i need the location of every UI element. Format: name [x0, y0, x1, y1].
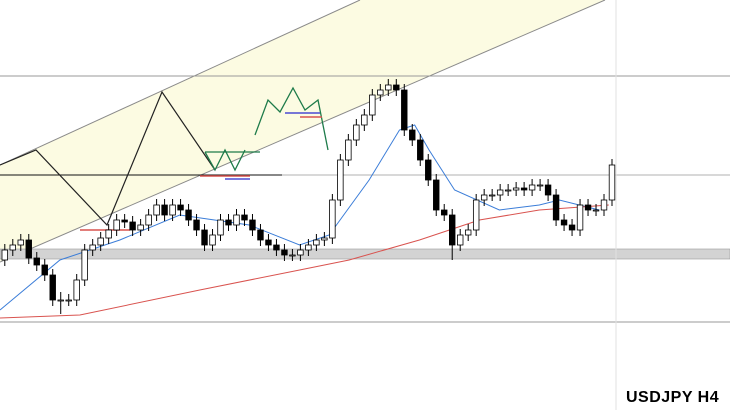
candle-body — [504, 189, 512, 192]
chart-title: USDJPY H4 — [626, 389, 719, 406]
candle-body — [321, 237, 328, 241]
candle-body — [337, 159, 344, 201]
candle-body — [544, 184, 552, 196]
candle-body — [169, 204, 176, 216]
candle-body — [281, 249, 288, 256]
candle-body — [153, 204, 160, 216]
candle-body — [496, 189, 504, 196]
zigzag — [0, 90, 216, 227]
candle-body — [441, 209, 448, 216]
candle-body — [89, 244, 96, 251]
moving-average — [0, 204, 609, 319]
candle-body — [41, 264, 48, 276]
candle-body — [433, 179, 440, 211]
candle-body — [345, 139, 352, 161]
candle-body — [353, 124, 360, 141]
candle-body — [393, 84, 400, 91]
candle-body — [369, 94, 376, 116]
candle-body — [472, 199, 480, 231]
candle-body — [217, 219, 224, 236]
candle-body — [201, 229, 208, 246]
candle-body — [17, 239, 24, 246]
candle-body — [161, 204, 168, 216]
plot — [0, 79, 616, 319]
candle-body — [488, 194, 496, 197]
candle-body — [97, 237, 104, 246]
candle-body — [33, 257, 40, 266]
candle-body — [233, 214, 240, 226]
candle-body — [121, 219, 128, 223]
candle-body — [209, 234, 216, 246]
candle-body — [425, 159, 432, 181]
candle-body — [177, 204, 184, 211]
candle-body — [9, 244, 16, 251]
candle-body — [536, 184, 544, 187]
candle-body — [25, 239, 32, 259]
candle-body — [73, 279, 80, 301]
candle-body — [297, 249, 304, 256]
candle-body — [49, 274, 56, 301]
candle-body — [377, 89, 384, 96]
candle-body — [137, 224, 144, 231]
candle-body — [409, 129, 416, 141]
candle-body — [65, 299, 72, 302]
candle-body — [361, 114, 368, 126]
moving-average — [0, 124, 600, 311]
candle-body — [401, 89, 408, 131]
candle-body — [568, 224, 576, 231]
channel-upper — [0, 0, 361, 166]
candle-body — [273, 244, 280, 251]
candle-body — [289, 254, 296, 257]
candle-body — [552, 194, 560, 221]
candle-body — [113, 219, 120, 231]
candle-body — [145, 214, 152, 226]
candle-body — [464, 229, 472, 236]
candle-body — [225, 219, 232, 226]
candle-body — [105, 229, 112, 239]
candle-body — [449, 214, 456, 246]
candle-body — [528, 184, 536, 191]
candle-body — [249, 219, 256, 231]
candle-body — [305, 244, 312, 251]
candle-body — [417, 139, 424, 161]
candle-body — [457, 234, 464, 246]
candle-body — [1, 249, 8, 261]
candle-body — [520, 187, 528, 191]
candle-body — [265, 239, 272, 246]
candle-body — [193, 219, 200, 231]
candle-body — [584, 204, 592, 211]
candle-body — [313, 239, 320, 246]
candle-body — [185, 209, 192, 221]
candle-body — [129, 221, 136, 231]
candle-body — [608, 164, 616, 201]
level-marks — [80, 112, 322, 231]
pattern-marks — [204, 86, 329, 172]
candle-body — [560, 219, 568, 226]
candle-body — [57, 299, 64, 302]
candle-body — [329, 199, 336, 239]
candle-body — [512, 187, 520, 191]
candle-body — [480, 194, 488, 201]
support-zone — [0, 248, 730, 260]
candle-body — [81, 249, 88, 281]
candle-body — [592, 209, 600, 212]
candle-body — [241, 214, 248, 221]
candle-body — [600, 199, 608, 211]
candle-body — [576, 204, 584, 231]
candle-body — [385, 84, 392, 91]
candle-body — [257, 229, 264, 241]
